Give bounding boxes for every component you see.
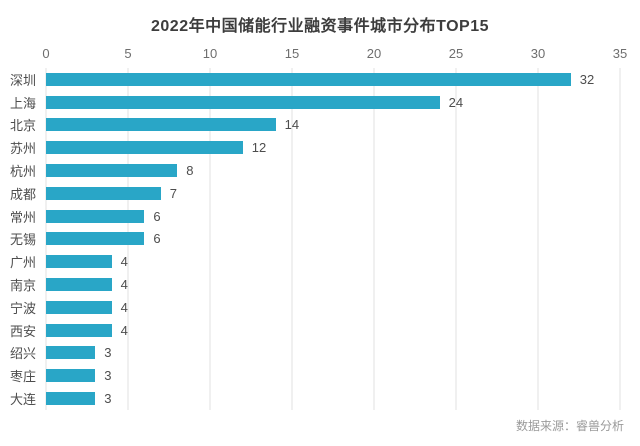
bar bbox=[46, 186, 161, 200]
bar-value-label: 6 bbox=[153, 231, 161, 247]
bar-row: 4 bbox=[46, 296, 620, 319]
x-axis: 0 5 10 15 20 25 30 35 bbox=[42, 46, 627, 62]
bar-row: 4 bbox=[46, 319, 620, 342]
x-axis-tick-label: 35 bbox=[612, 46, 628, 61]
bar-row: 14 bbox=[46, 114, 620, 137]
bar-value-label: 4 bbox=[120, 277, 128, 293]
bar bbox=[46, 323, 112, 337]
category-label: 常州 bbox=[10, 209, 37, 225]
bar-rows: 32 24 14 12 8 7 6 6 4 4 4 4 3 3 3 bbox=[46, 68, 620, 410]
bar-row: 24 bbox=[46, 91, 620, 114]
bar-row: 4 bbox=[46, 273, 620, 296]
bar-value-label: 7 bbox=[169, 185, 178, 201]
bar-row: 4 bbox=[46, 250, 620, 273]
category-label: 广州 bbox=[10, 255, 37, 271]
category-label: 枣庄 bbox=[10, 369, 37, 385]
bar bbox=[46, 232, 145, 246]
category-label: 北京 bbox=[10, 118, 37, 134]
bar-row: 3 bbox=[46, 364, 620, 387]
bar-row: 12 bbox=[46, 136, 620, 159]
bar-value-label: 14 bbox=[284, 117, 300, 133]
gridline bbox=[537, 68, 539, 410]
bar-value-label: 4 bbox=[120, 299, 128, 315]
x-axis-tick-label: 30 bbox=[530, 46, 546, 61]
bar-value-label: 32 bbox=[579, 71, 595, 87]
gridline bbox=[291, 68, 293, 410]
bar-value-label: 8 bbox=[186, 163, 194, 179]
bar bbox=[46, 278, 112, 292]
category-labels: 深圳上海北京苏州杭州成都常州无锡广州南京宁波西安绍兴枣庄大连 bbox=[10, 68, 44, 410]
data-source-label: 数据来源：睿兽分析 bbox=[515, 419, 624, 433]
chart-title: 2022年中国储能行业融资事件城市分布TOP15 bbox=[151, 18, 489, 35]
gridline bbox=[209, 68, 211, 410]
bar-value-label: 12 bbox=[251, 140, 267, 156]
x-axis-tick-label: 10 bbox=[202, 46, 218, 61]
x-axis-tick-label: 5 bbox=[124, 46, 132, 61]
bar-row: 6 bbox=[46, 205, 620, 228]
bar-value-label: 4 bbox=[120, 254, 128, 270]
bar bbox=[46, 141, 243, 155]
plot-area: 32 24 14 12 8 7 6 6 4 4 4 4 3 3 3 bbox=[45, 68, 621, 410]
bar bbox=[46, 118, 276, 132]
x-axis-tick-label: 0 bbox=[42, 46, 50, 61]
category-label: 绍兴 bbox=[10, 346, 37, 362]
x-axis-tick-label: 20 bbox=[366, 46, 382, 61]
bar-value-label: 3 bbox=[104, 368, 112, 384]
category-label: 宁波 bbox=[10, 300, 37, 316]
bar bbox=[46, 369, 96, 383]
bar bbox=[46, 300, 112, 314]
bar-value-label: 4 bbox=[120, 322, 128, 338]
category-label: 上海 bbox=[10, 95, 37, 111]
category-label: 大连 bbox=[10, 392, 37, 408]
x-axis-tick-label: 15 bbox=[284, 46, 300, 61]
bar-value-label: 3 bbox=[104, 391, 112, 407]
gridline bbox=[619, 68, 621, 410]
bar-row: 3 bbox=[46, 387, 620, 410]
bar-row: 8 bbox=[46, 159, 620, 182]
bar bbox=[46, 72, 571, 86]
bar bbox=[46, 209, 145, 223]
bar-value-label: 6 bbox=[153, 208, 161, 224]
bar bbox=[46, 255, 112, 269]
gridline bbox=[373, 68, 375, 410]
category-label: 无锡 bbox=[10, 232, 37, 248]
category-label: 西安 bbox=[10, 323, 37, 339]
category-label: 成都 bbox=[10, 186, 37, 202]
bar bbox=[46, 164, 178, 178]
bar-row: 6 bbox=[46, 228, 620, 251]
bar bbox=[46, 392, 96, 406]
bar bbox=[46, 346, 96, 360]
category-label: 苏州 bbox=[10, 141, 37, 157]
bar-row: 32 bbox=[46, 68, 620, 91]
bar-row: 7 bbox=[46, 182, 620, 205]
x-axis-tick-label: 25 bbox=[448, 46, 464, 61]
bar-value-label: 24 bbox=[448, 94, 464, 110]
category-label: 深圳 bbox=[10, 72, 37, 88]
gridline bbox=[455, 68, 457, 410]
bar-value-label: 3 bbox=[104, 345, 112, 361]
category-label: 杭州 bbox=[10, 164, 37, 180]
bar-row: 3 bbox=[46, 342, 620, 365]
category-label: 南京 bbox=[10, 278, 37, 294]
bar bbox=[46, 95, 440, 109]
